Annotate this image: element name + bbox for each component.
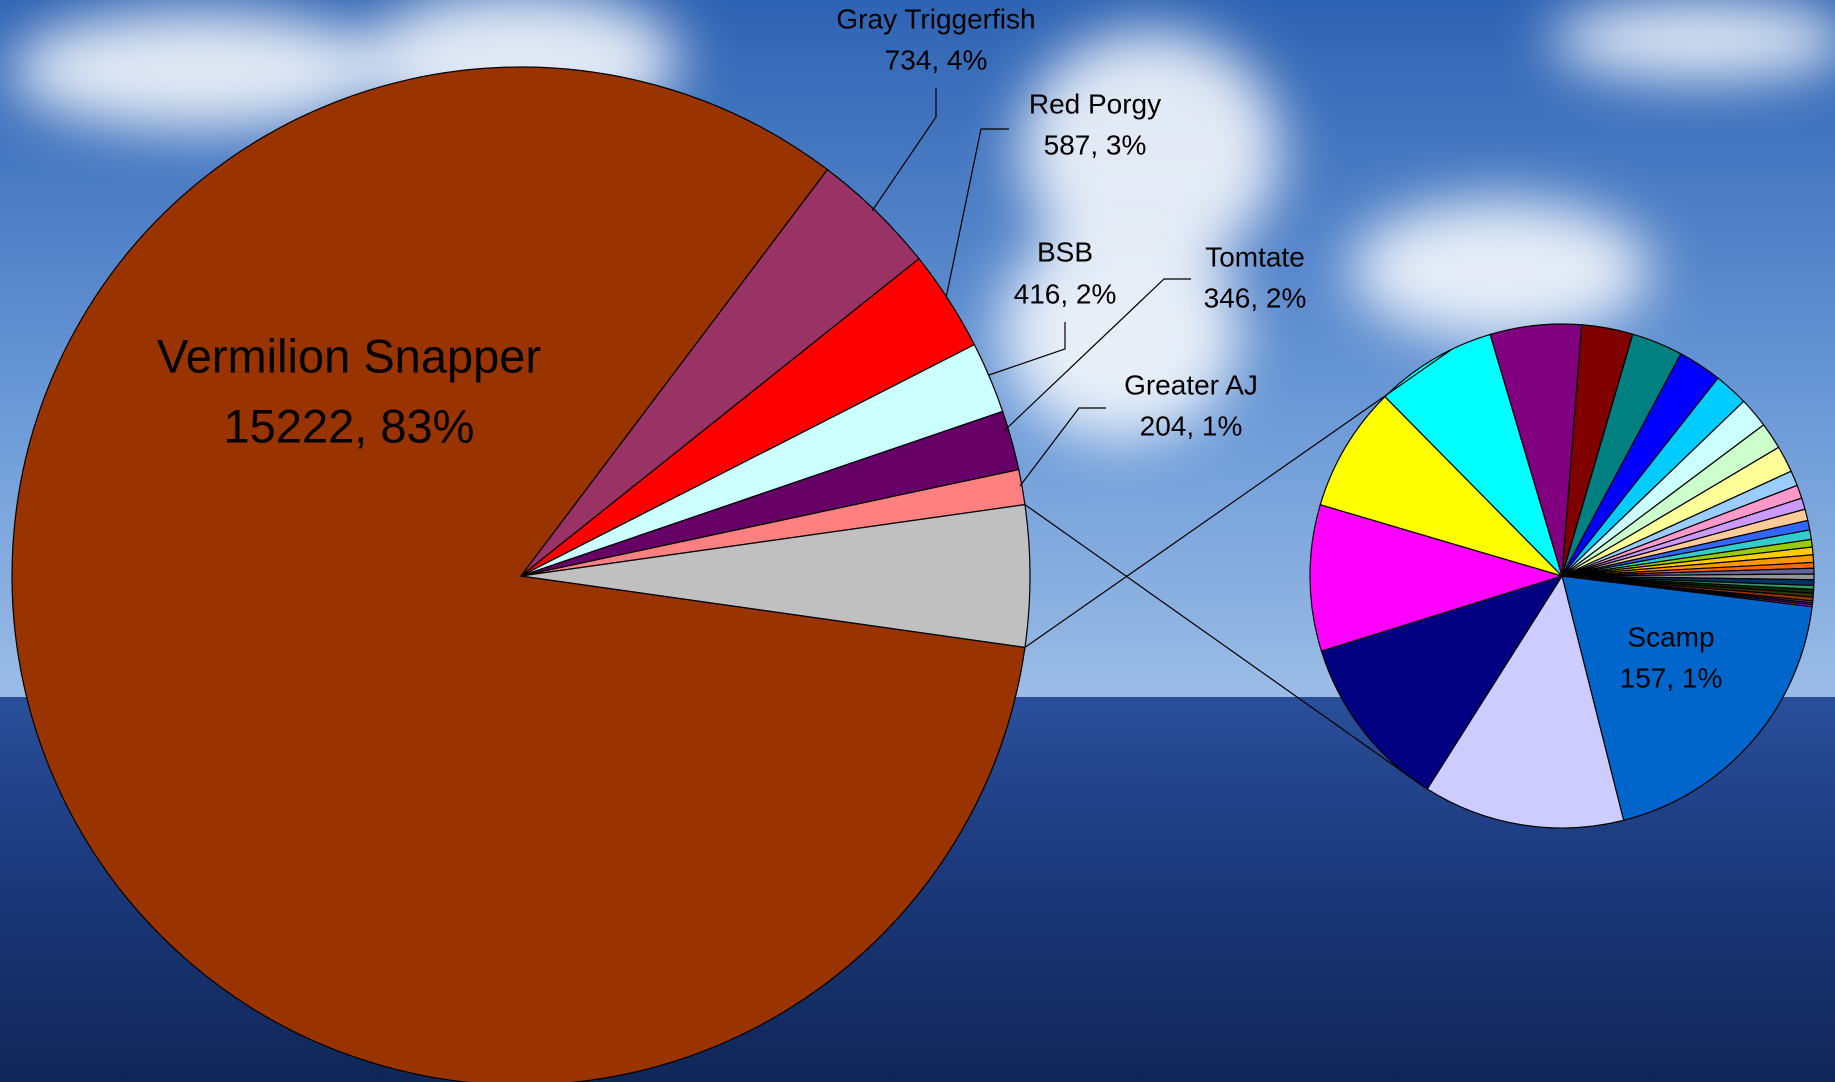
pie-slice [1561, 575, 1814, 608]
pie-slice [1309, 503, 1565, 652]
value-label: 15222, 83% [224, 399, 475, 452]
connector-line [1024, 504, 1426, 788]
slice-label: Gray Triggerfish [836, 3, 1035, 34]
leader-line [1003, 278, 1191, 432]
plot-area [11, 66, 1815, 1082]
slice-label: Greater AJ [1124, 369, 1258, 400]
leader-line [871, 88, 937, 212]
pie-slice [1319, 395, 1563, 577]
leader-line [945, 128, 1009, 299]
connector-line [1024, 349, 1452, 648]
value-label: 204, 1% [1140, 410, 1243, 441]
slice-label: BSB [1037, 236, 1093, 267]
leader-line [1019, 407, 1106, 487]
value-label: 157, 1% [1620, 662, 1723, 693]
leader-line [988, 322, 1066, 376]
pie-slice [11, 66, 1026, 1082]
value-label: 734, 4% [885, 44, 988, 75]
pie-slice [1426, 574, 1625, 829]
pie-slice [1561, 575, 1813, 822]
slice-label: Vermilion Snapper [157, 329, 541, 382]
value-label: 346, 2% [1204, 282, 1307, 313]
slice-label: Red Porgy [1029, 88, 1161, 119]
labels: Vermilion Snapper 15222, 83% Gray Triggerf… [157, 3, 1722, 693]
value-label: 416, 2% [1014, 278, 1117, 309]
slice-label: Scamp [1627, 621, 1714, 652]
slice-label: Tomtate [1205, 241, 1305, 272]
value-label: 587, 3% [1044, 129, 1147, 160]
